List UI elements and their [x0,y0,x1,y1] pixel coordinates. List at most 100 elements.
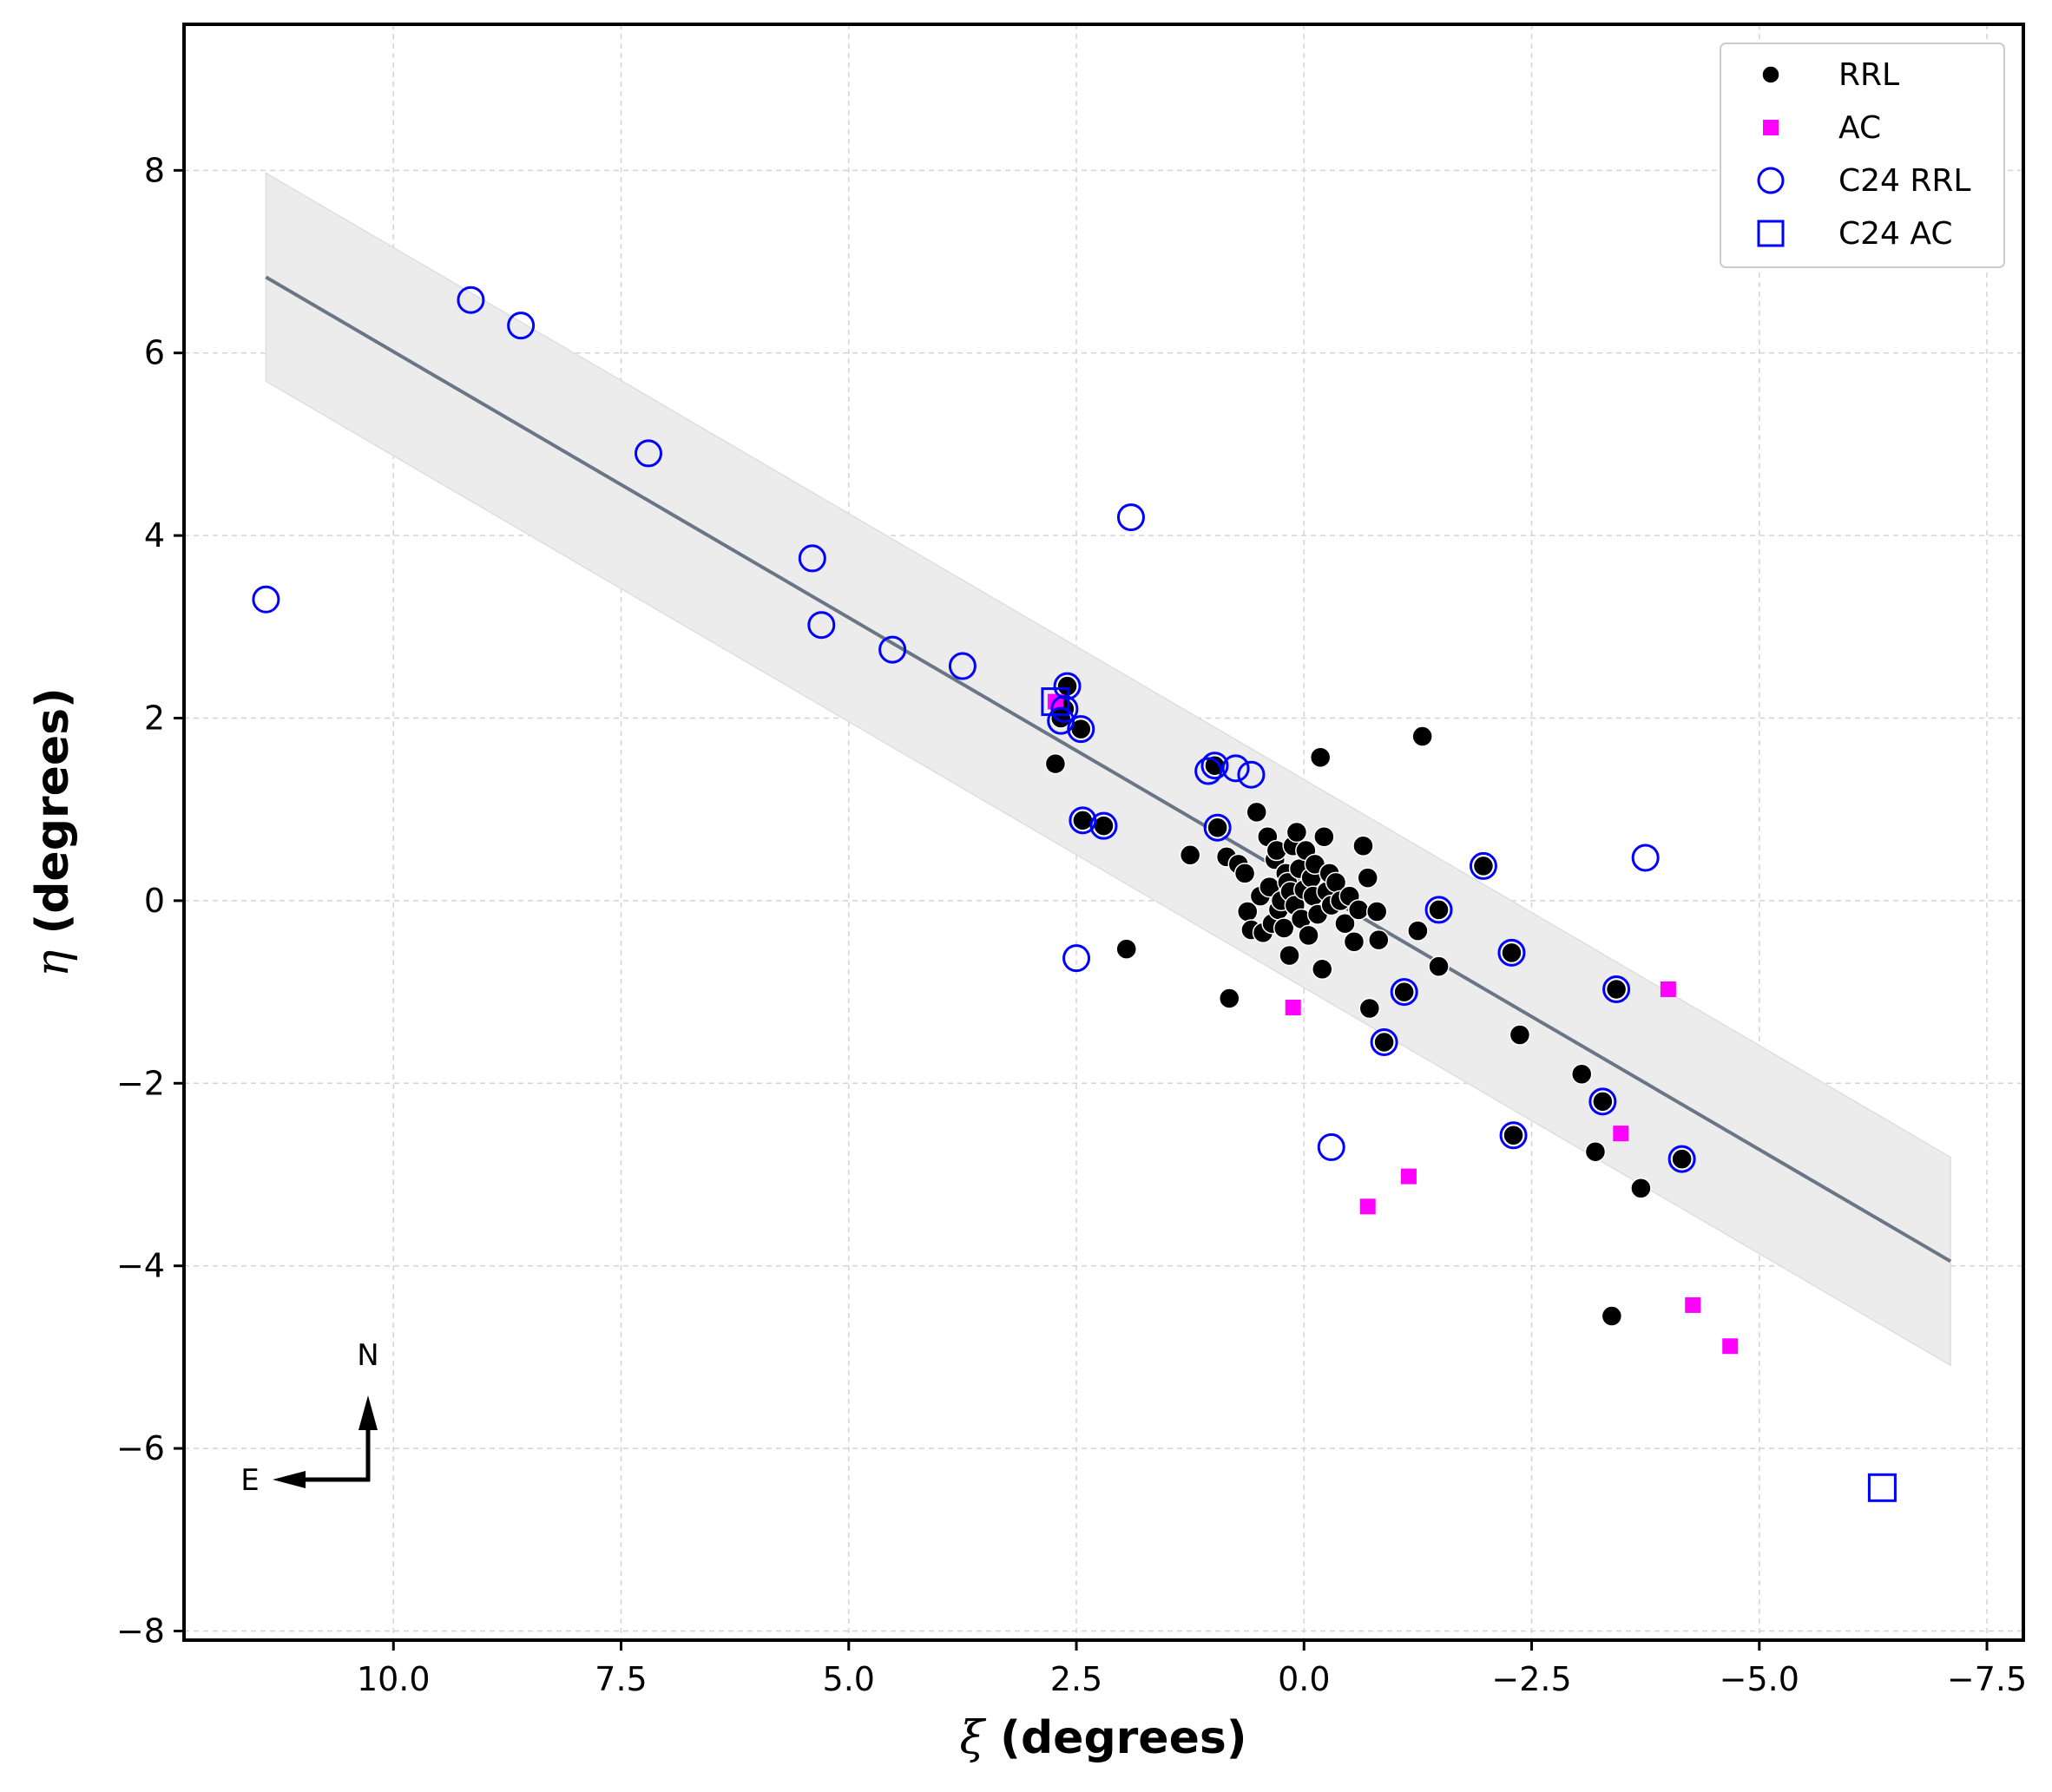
rrl-point [1179,844,1201,866]
rrl-point [1352,835,1374,857]
rrl-point [1298,924,1319,947]
rrl-point [1072,810,1094,831]
compass-rose: N E [240,1338,378,1498]
y-tick-label: 4 [144,516,165,555]
c24-rrl-point [1050,694,1079,723]
axis-ticks: 10.0 7.5 5.0 2.5 0.0 −2.5 −5.0 −7.5 8 6 4 2 0 −2 −4 −6 −… [116,151,2027,1698]
rrl-point [1411,725,1433,747]
x-tick-label: 2.5 [1050,1660,1102,1698]
rrl-point [1233,863,1256,884]
x-axis-symbol: ξ [959,1712,986,1764]
c24-rrl-point [634,439,662,468]
rrl-point [1312,958,1333,981]
legend-marker-c24-ac [1757,220,1785,247]
c24-rrl-point [1390,978,1418,1007]
rrl-point [1357,867,1378,889]
x-axis-unit: (degrees) [984,1712,1246,1764]
y-tick-label: −8 [116,1611,165,1650]
rrl-point [1219,988,1240,1009]
y-axis-unit: (degrees) [27,687,79,949]
c24-rrl-point [1469,851,1497,880]
c24-rrl-point [252,585,280,614]
data-points [252,286,1897,1502]
ac-point [1685,1296,1701,1313]
c24-rrl-point [1370,1027,1398,1056]
c24-rrl-point [1062,944,1091,973]
c24-rrl-point [798,544,826,573]
rrl-point [1373,1031,1395,1054]
rrl-point [1044,752,1067,775]
c24-rrl-point [1667,1145,1696,1173]
c24-rrl-point [807,611,836,640]
x-tick-label: −2.5 [1491,1660,1571,1698]
c24-rrl-point [1221,754,1250,783]
rrl-point [1368,929,1390,951]
legend-marker-rrl [1761,65,1780,84]
rrl-point [1509,1024,1531,1046]
rrl-point [1286,821,1308,843]
c24-rrl-point [1317,1132,1345,1161]
compass-east-label: E [240,1463,259,1498]
rrl-point [1592,1091,1614,1113]
rrl-point [1313,826,1335,848]
y-tick-label: 8 [144,151,165,189]
rrl-point [1428,899,1450,921]
legend-label-rrl: RRL [1838,57,1899,93]
series-c24-ac [1041,687,1897,1502]
x-tick-label: −7.5 [1947,1660,2027,1698]
compass-north-label: N [357,1338,378,1373]
c24-rrl-point [1089,811,1118,840]
series-c24-rrl [252,286,1696,1173]
x-tick-label: 7.5 [595,1660,647,1698]
y-tick-label: −6 [116,1429,165,1467]
rrl-point [1584,1140,1607,1163]
legend: RRL AC C24 RRL C24 AC [1720,43,2005,268]
rrl-point [1347,899,1370,921]
rrl-point [1393,981,1415,1003]
rrl-point [1309,746,1332,768]
rrl-point [1343,930,1365,953]
rrl-point [1503,1125,1524,1146]
rrl-point [1601,1305,1623,1327]
c24-ac-point [1041,687,1070,717]
ac-point [1400,1168,1417,1185]
x-tick-label: −5.0 [1720,1660,1799,1698]
rrl-point [1115,938,1137,960]
x-tick-label: 5.0 [823,1660,875,1698]
rrl-point [1334,912,1356,935]
rrl-point [1279,944,1300,967]
c24-rrl-point [1588,1087,1617,1116]
c24-rrl-point [1067,715,1095,744]
rrl-point [1428,955,1450,977]
c24-rrl-point [1631,843,1660,872]
ac-point [1613,1126,1629,1142]
series-rrl [1044,675,1693,1327]
fit-line [265,275,1952,1264]
rrl-point [1570,1063,1593,1086]
y-tick-label: −2 [116,1064,165,1102]
c24-rrl-point [507,312,536,340]
c24-rrl-point [1200,752,1229,780]
ac-point [1722,1338,1739,1355]
c24-rrl-point [878,635,907,664]
y-tick-label: 2 [144,699,165,738]
legend-marker-c24-rrl [1757,167,1785,194]
c24-rrl-point [1424,896,1453,924]
c24-rrl-point [948,652,977,680]
rrl-point [1246,801,1267,824]
c24-rrl-point [1069,806,1097,835]
c24-ac-point [1867,1473,1897,1502]
c24-rrl-point [457,286,485,314]
c24-rrl-point [1194,757,1223,785]
rrl-point [1365,901,1388,922]
rrl-point [1605,978,1628,1001]
ac-point [1359,1198,1376,1215]
legend-box [1720,43,2005,268]
x-tick-label: 0.0 [1278,1660,1330,1698]
rrl-point [1630,1178,1652,1199]
c24-rrl-point [1499,1121,1528,1150]
c24-rrl-point [1116,503,1145,532]
y-tick-label: 6 [144,334,165,372]
legend-label-c24-ac: C24 AC [1838,216,1953,252]
